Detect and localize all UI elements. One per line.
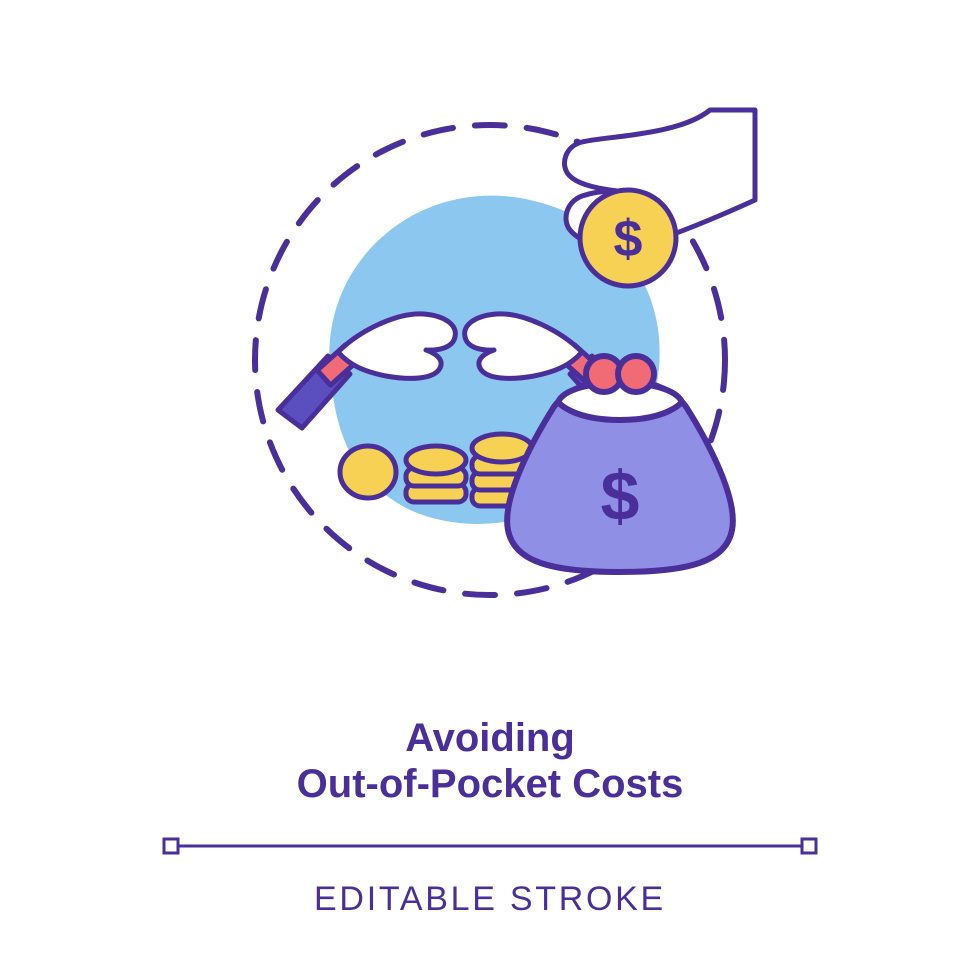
divider [160, 834, 820, 858]
hand-group: $ [564, 110, 755, 286]
title-line-1: Avoiding [405, 716, 575, 760]
divider-endcap-right [802, 839, 816, 853]
concept-illustration: $ [210, 80, 770, 640]
coin-stack-2 [406, 446, 466, 502]
coin-stacks [340, 434, 532, 506]
purse-symbol: $ [601, 457, 640, 535]
infographic-title: Avoiding Out-of-Pocket Costs [0, 715, 980, 807]
divider-endcap-left [164, 839, 178, 853]
coin-large-symbol: $ [614, 210, 643, 268]
coin-large-icon: $ [580, 190, 676, 286]
infographic-subtitle: EDITABLE STROKE [0, 880, 980, 919]
coin-stack-1 [340, 446, 396, 498]
title-line-2: Out-of-Pocket Costs [297, 762, 684, 806]
